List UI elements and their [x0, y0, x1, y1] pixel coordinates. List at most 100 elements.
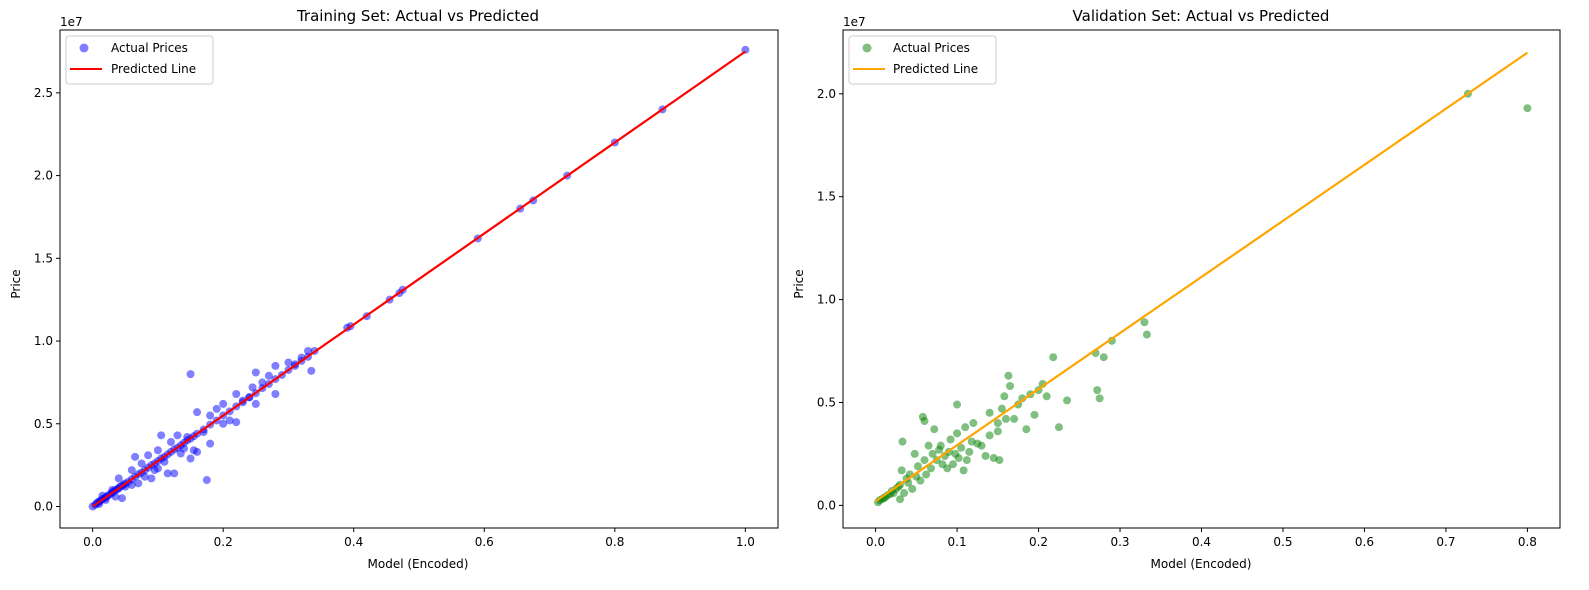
predicted-line: [92, 50, 746, 508]
data-point: [930, 425, 939, 434]
chart-title: Training Set: Actual vs Predicted: [296, 7, 539, 25]
data-point: [977, 441, 986, 450]
data-point: [206, 439, 215, 448]
y-tick-label: 2.0: [817, 87, 836, 101]
data-point: [1049, 353, 1058, 362]
data-point: [225, 416, 234, 425]
data-point: [910, 449, 919, 458]
x-tick-label: 0.0: [866, 535, 885, 549]
data-point: [186, 454, 195, 463]
legend-label-predicted: Predicted Line: [893, 62, 978, 76]
data-point: [1022, 425, 1031, 434]
data-point: [920, 416, 929, 425]
data-point: [271, 361, 280, 370]
data-point: [264, 371, 273, 380]
data-point: [1093, 386, 1102, 395]
y-axis-label: Price: [9, 269, 23, 298]
data-point: [1140, 318, 1149, 327]
data-point: [163, 469, 172, 478]
chart-title: Validation Set: Actual vs Predicted: [1073, 7, 1330, 25]
x-tick-label: 0.0: [83, 535, 102, 549]
legend-frame: [848, 35, 997, 85]
data-point: [957, 443, 966, 452]
data-point: [131, 452, 140, 461]
data-point: [173, 431, 182, 440]
data-point: [206, 411, 215, 420]
x-tick-label: 0.6: [1355, 535, 1374, 549]
data-point: [993, 427, 1002, 436]
data-point: [140, 472, 149, 481]
legend-label-actual: Actual Prices: [893, 41, 970, 55]
data-point: [997, 404, 1006, 413]
legend-label-predicted: Predicted Line: [111, 62, 196, 76]
data-point: [137, 459, 146, 468]
data-point: [959, 466, 968, 475]
data-point: [953, 400, 962, 409]
data-point: [981, 451, 990, 460]
data-point: [180, 444, 189, 453]
legend-frame: [65, 35, 214, 85]
data-point: [127, 466, 136, 475]
data-point: [948, 460, 957, 469]
y-tick-label: 1.0: [817, 293, 836, 307]
data-point: [1063, 396, 1072, 405]
data-point: [1142, 330, 1151, 339]
y-offset-label: 1e7: [60, 15, 83, 29]
data-point: [284, 358, 293, 367]
legend-label-actual: Actual Prices: [111, 41, 188, 55]
data-point: [193, 408, 202, 417]
y-tick-label: 0.0: [34, 499, 53, 513]
x-tick-label: 0.2: [214, 535, 233, 549]
plot-area: 0.0 0.1 0.2 0.3 0.4 0.5 0.6 0.7 0.8 0.0 0.5 1.0 1.5 2…: [817, 29, 1561, 549]
data-point: [193, 447, 202, 456]
data-point: [953, 429, 962, 438]
data-point: [995, 456, 1004, 465]
data-point: [1006, 382, 1015, 391]
data-point: [248, 383, 257, 392]
data-point: [1095, 394, 1104, 403]
data-point: [1042, 392, 1051, 401]
data-point: [993, 419, 1002, 428]
data-point: [896, 495, 905, 504]
data-point: [1054, 423, 1063, 432]
data-point: [118, 494, 127, 503]
data-point: [926, 464, 935, 473]
data-point: [111, 492, 120, 501]
data-point: [943, 464, 952, 473]
data-point: [946, 435, 955, 444]
data-point: [920, 456, 929, 465]
data-point: [928, 449, 937, 458]
x-tick-label: 0.4: [344, 535, 363, 549]
data-point: [258, 378, 267, 387]
data-point: [985, 408, 994, 417]
data-point: [219, 419, 228, 428]
data-point: [114, 474, 123, 483]
data-point: [897, 466, 906, 475]
data-point: [304, 346, 313, 355]
x-tick-label: 0.8: [605, 535, 624, 549]
y-tick-label: 2.0: [34, 169, 53, 183]
data-point: [922, 470, 931, 479]
predicted-line: [874, 51, 1529, 503]
data-point: [157, 431, 166, 440]
y-tick-label: 1.0: [34, 334, 53, 348]
y-tick-label: 1.5: [817, 190, 836, 204]
plot-area: 0.0 0.2 0.4 0.6 0.8 1.0 0.0 0.5 1.0 1.5 2.0 2.5: [34, 29, 779, 549]
data-point: [251, 399, 260, 408]
data-point: [166, 437, 175, 446]
x-tick-label: 0.8: [1518, 535, 1537, 549]
validation-chart: Validation Set: Actual vs Predicted 1e7 …: [792, 7, 1561, 571]
data-point: [186, 370, 195, 379]
data-point: [969, 419, 978, 428]
data-point: [212, 404, 221, 413]
data-point: [954, 454, 963, 463]
data-point: [900, 489, 909, 498]
data-point: [127, 480, 136, 489]
data-point: [153, 464, 162, 473]
legend: Actual Prices Predicted Line: [65, 35, 214, 85]
x-tick-label: 0.5: [1273, 535, 1292, 549]
data-point: [219, 399, 228, 408]
data-point: [144, 451, 153, 460]
y-tick-label: 0.5: [817, 395, 836, 409]
y-tick-label: 2.5: [34, 86, 53, 100]
